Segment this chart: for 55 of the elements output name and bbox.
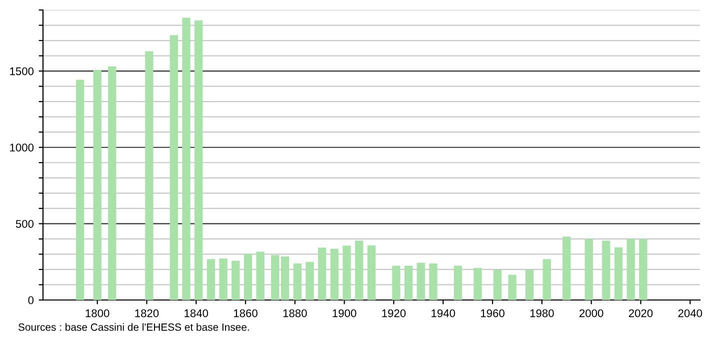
- x-tick-label: 1820: [135, 309, 159, 318]
- x-tick-label: 1880: [283, 309, 307, 318]
- bar: [355, 240, 364, 300]
- bar: [562, 236, 571, 300]
- bar: [493, 270, 502, 300]
- bar: [280, 256, 290, 300]
- bar: [170, 35, 178, 300]
- bar: [232, 260, 240, 300]
- bar: [404, 266, 413, 300]
- bar: [293, 264, 302, 300]
- bar: [584, 238, 593, 300]
- bar: [454, 266, 462, 300]
- bar: [367, 245, 376, 300]
- x-tick-label: 2020: [628, 309, 653, 318]
- bar: [318, 248, 326, 300]
- x-tick-label: 2000: [580, 309, 604, 318]
- bar: [93, 70, 102, 300]
- x-tick-label: 1980: [530, 309, 554, 318]
- bar: [626, 238, 635, 300]
- bar: [392, 266, 400, 300]
- bar: [145, 51, 154, 300]
- bar: [639, 238, 648, 300]
- x-tick-label: 2040: [678, 309, 702, 318]
- bar: [256, 252, 264, 300]
- x-tick-label: 1960: [481, 309, 504, 318]
- bar: [219, 258, 228, 300]
- bar: [508, 274, 516, 300]
- bar: [526, 270, 534, 300]
- x-tick-label: 1900: [332, 309, 356, 318]
- y-tick-label: 0: [28, 296, 34, 304]
- bar: [474, 268, 482, 300]
- bar: [108, 66, 116, 300]
- bar: [76, 80, 84, 300]
- source-note: Sources : base Cassini de l'EHESS et base Insee.: [18, 323, 249, 331]
- x-tick-label: 1840: [184, 309, 208, 318]
- bar: [206, 259, 216, 300]
- bar: [194, 20, 203, 300]
- x-tick-label: 1920: [382, 309, 406, 318]
- bar: [542, 259, 551, 300]
- bar: [244, 254, 252, 300]
- x-tick-label: 1800: [86, 309, 110, 318]
- bar: [602, 240, 610, 300]
- bar: [182, 18, 190, 300]
- bar: [330, 248, 339, 300]
- y-tick-label: 1500: [10, 67, 34, 76]
- bar: [614, 247, 623, 300]
- x-tick-label: 1860: [234, 309, 258, 318]
- y-tick-label: 500: [16, 220, 34, 228]
- bar: [271, 255, 280, 300]
- bar: [342, 246, 351, 300]
- bar: [306, 262, 314, 300]
- bar: [416, 262, 425, 300]
- bar: [429, 264, 438, 300]
- y-tick-label: 1000: [10, 144, 34, 152]
- x-tick-label: 1940: [432, 309, 456, 318]
